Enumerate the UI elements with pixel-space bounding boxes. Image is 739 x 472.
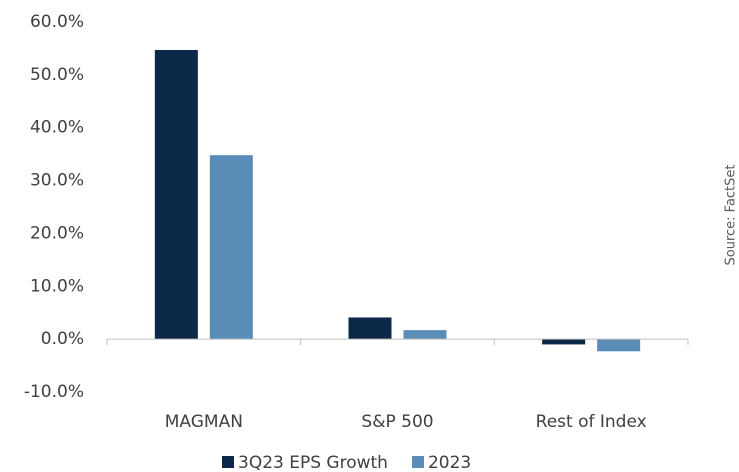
- x-tick-label: MAGMAN: [165, 412, 243, 432]
- y-tick-label: 10.0%: [30, 276, 84, 296]
- x-tick-label: Rest of Index: [536, 412, 647, 432]
- x-tick-label: S&P 500: [361, 412, 433, 432]
- legend-label: 2023: [428, 453, 471, 472]
- legend-label: 3Q23 EPS Growth: [238, 453, 388, 472]
- y-tick-label: 30.0%: [30, 171, 84, 191]
- bar: [348, 317, 392, 340]
- bar: [597, 339, 641, 352]
- y-tick-label: 60.0%: [30, 12, 84, 32]
- bar: [403, 330, 447, 340]
- y-tick-label: 20.0%: [30, 223, 84, 243]
- bar: [542, 339, 586, 345]
- y-tick-label: 50.0%: [30, 65, 84, 85]
- source-note: Source: FactSet: [724, 164, 739, 265]
- y-tick-label: 0.0%: [41, 329, 84, 349]
- bar: [209, 155, 253, 340]
- y-tick-label: 40.0%: [30, 118, 84, 138]
- y-tick-label: -10.0%: [24, 382, 84, 402]
- bar: [154, 50, 198, 340]
- legend-swatch: [222, 456, 234, 468]
- legend-swatch: [411, 456, 424, 468]
